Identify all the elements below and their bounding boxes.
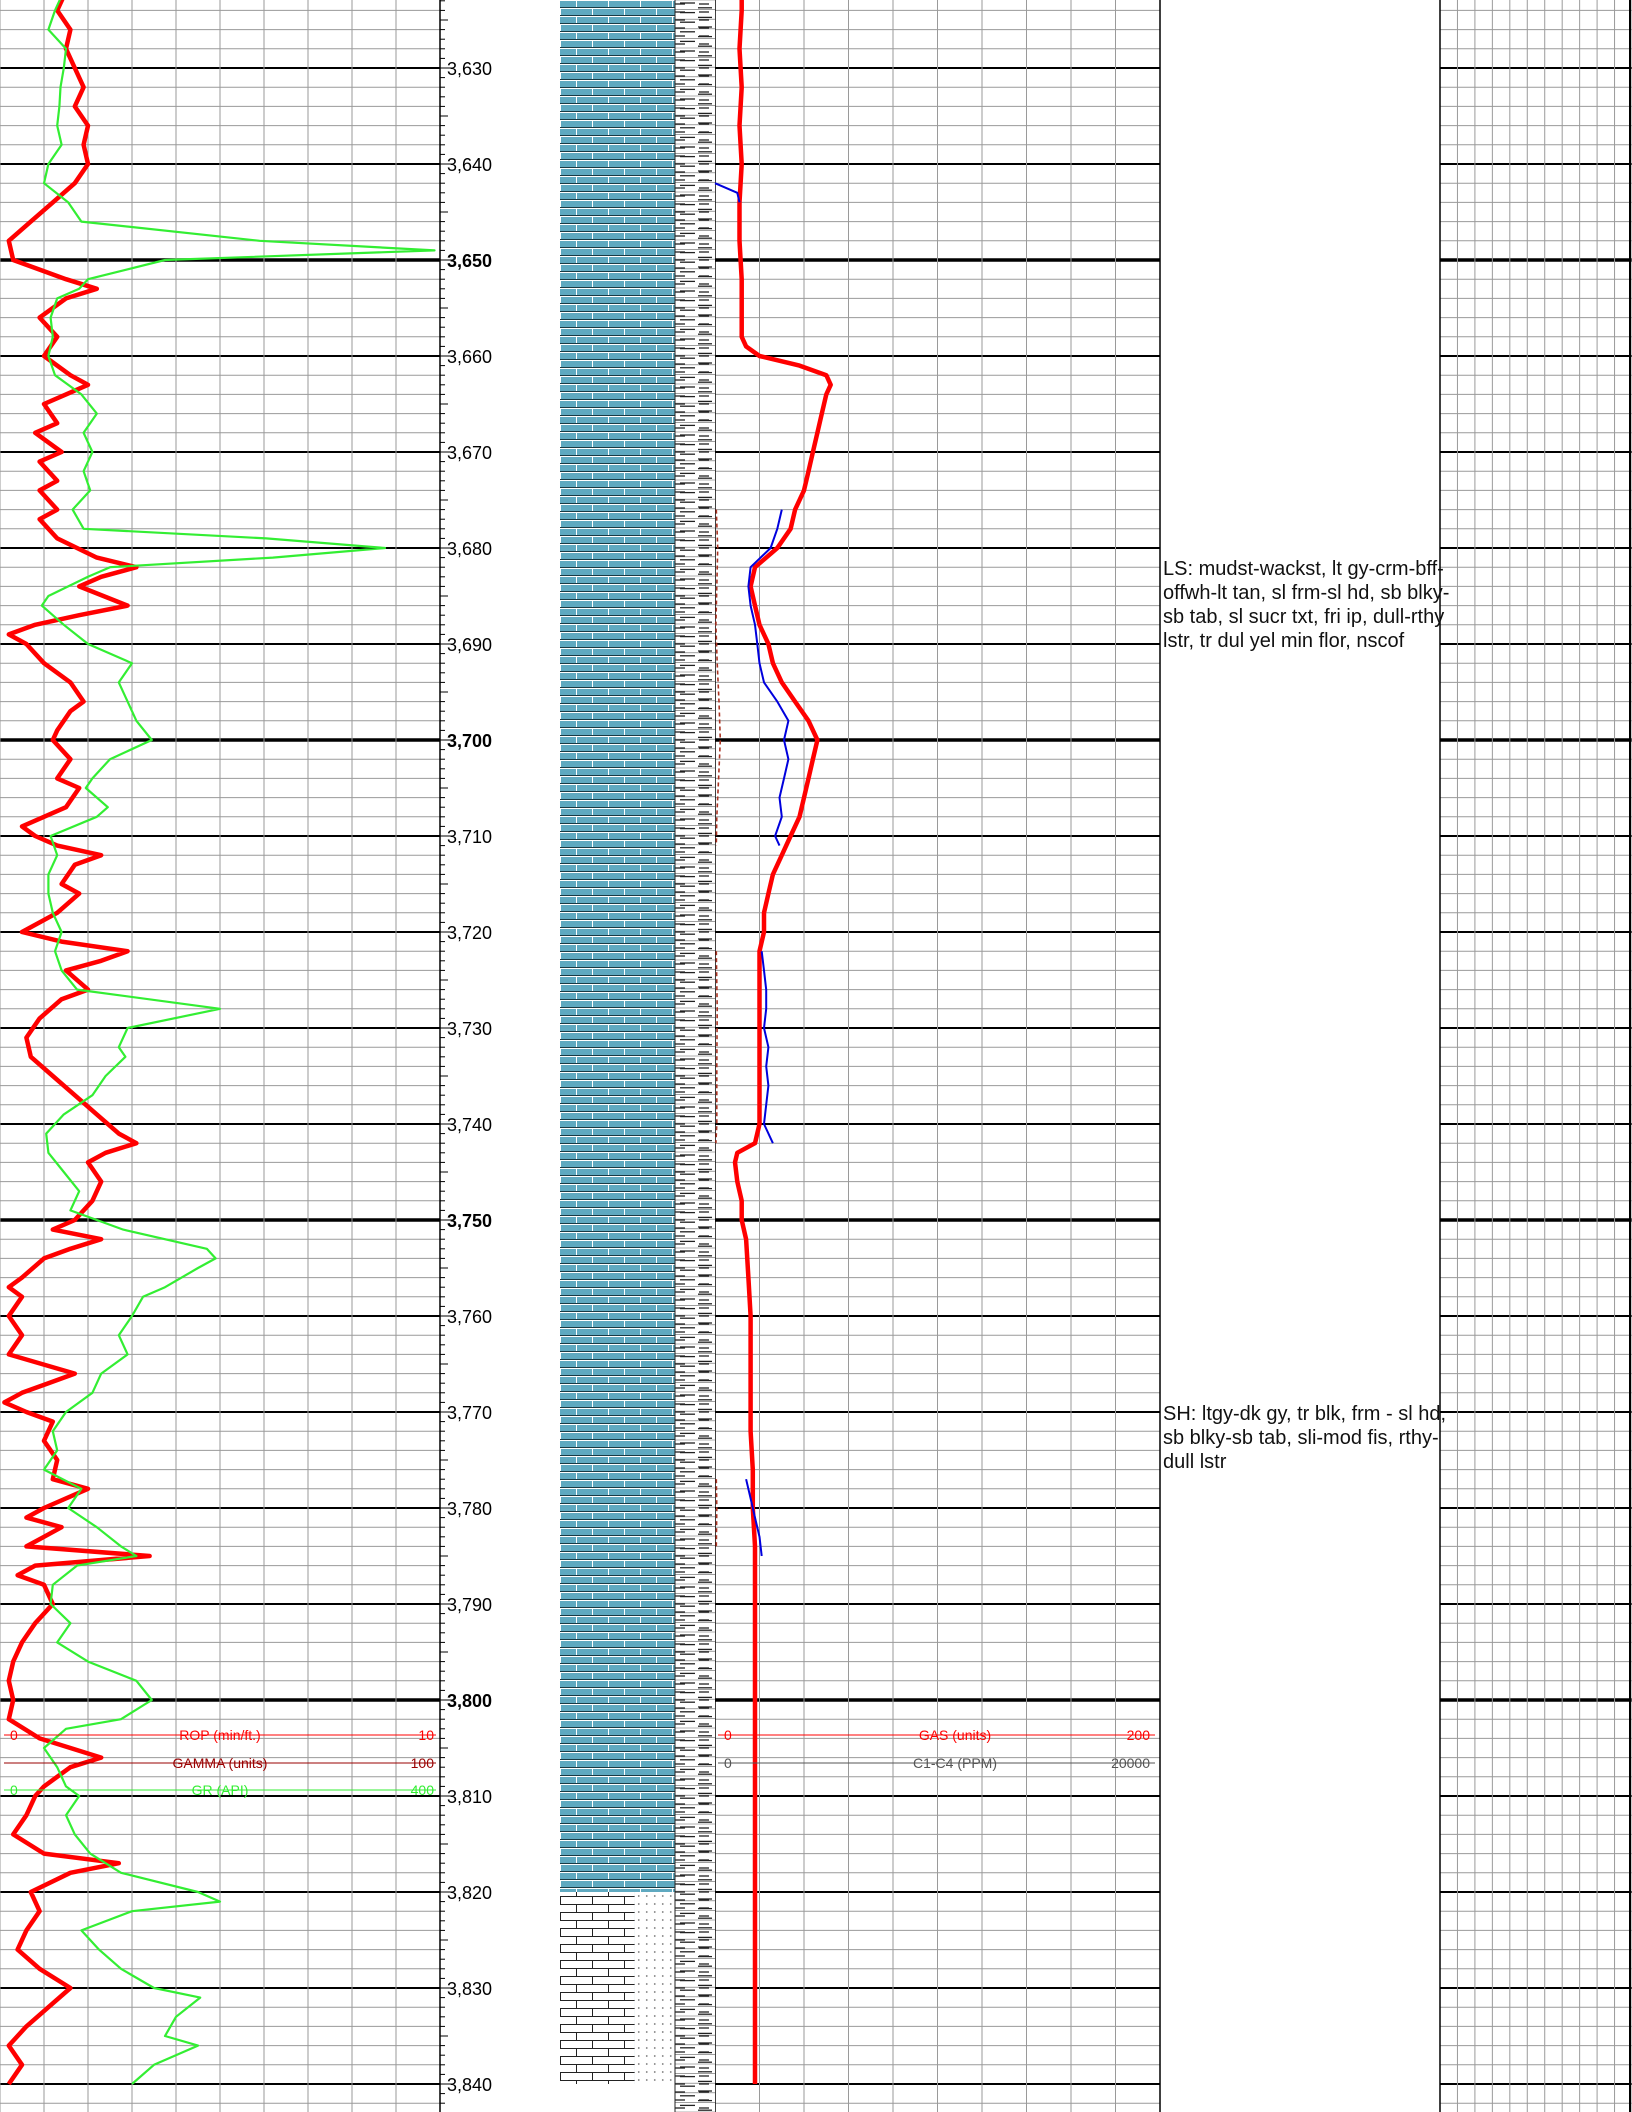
curve-gamma-units [715, 951, 719, 1144]
lithology-limestone-interval [560, 1892, 635, 2084]
depth-label: 3,690 [447, 635, 492, 655]
depth-label: 3,710 [447, 827, 492, 847]
depth-label: 3,760 [447, 1307, 492, 1327]
lithology-white-interval [634, 1892, 675, 2084]
depth-label: 3,790 [447, 1595, 492, 1615]
curve-gamma-units [715, 509, 722, 846]
depth-label: 3,750 [447, 1211, 492, 1231]
depth-ticks: 3,630 3,640 3,650 3,660 3,670 3,680 3,690 3,700… [440, 0, 492, 2104]
depth-label: 3,810 [447, 1787, 492, 1807]
lithology-column [560, 0, 715, 2112]
curve-c1-c4-ppm [745, 1478, 763, 1557]
lithology-description: LS: mudst-wackst, lt gy-crm-bff-offwh-lt… [1163, 558, 1450, 652]
depth-label: 3,800 [447, 1691, 492, 1711]
depth-label: 3,680 [447, 539, 492, 559]
depth-label: 3,670 [447, 443, 492, 463]
depth-label: 3,820 [447, 1883, 492, 1903]
curves [2, 0, 833, 2086]
depth-label: 3,630 [447, 59, 492, 79]
lithology-description: SH: ltgy-dk gy, tr blk, frm - sl hd, sb … [1163, 1403, 1447, 1473]
curve-rop-min-ft [2, 0, 152, 2086]
depth-label: 3,700 [447, 731, 492, 751]
curve-gamma-units [715, 1479, 718, 1547]
curve-c1-c4-ppm [747, 509, 790, 847]
depth-label: 3,720 [447, 923, 492, 943]
curve-gas-units [732, 0, 833, 2084]
lithology-limestone-interval [560, 0, 675, 1892]
depth-label: 3,830 [447, 1979, 492, 1999]
depth-label: 3,640 [447, 155, 492, 175]
depth-label: 3,740 [447, 1115, 492, 1135]
curve-c1-c4-ppm [760, 951, 774, 1144]
curve-c1-c4-ppm [714, 182, 741, 203]
curve-gr-api [40, 0, 436, 2085]
depth-label: 3,730 [447, 1019, 492, 1039]
depth-label: 3,660 [447, 347, 492, 367]
depth-label: 3,770 [447, 1403, 492, 1423]
depth-label: 3,780 [447, 1499, 492, 1519]
depth-label: 3,650 [447, 251, 492, 271]
depth-label: 3,840 [447, 2075, 492, 2095]
